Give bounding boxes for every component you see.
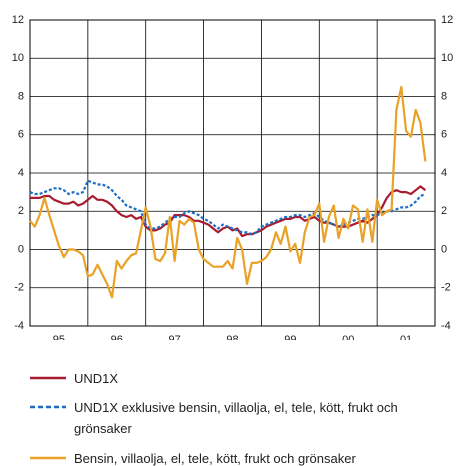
- y-tick-label: 12: [12, 14, 24, 26]
- legend-item: UND1X: [30, 368, 430, 389]
- legend-item: UND1X exklusive bensin, villaolja, el, t…: [30, 397, 430, 439]
- y2-tick-label: 8: [441, 90, 447, 102]
- x-tick-label: 97: [169, 334, 181, 340]
- legend-label: UND1X: [74, 371, 119, 386]
- legend-swatch: [30, 405, 66, 409]
- x-tick-label: 96: [111, 334, 123, 340]
- y2-tick-label: 4: [441, 167, 447, 179]
- y2-tick-label: 2: [441, 205, 447, 217]
- y2-tick-label: 6: [441, 129, 447, 141]
- y-tick-label: 0: [18, 243, 24, 255]
- x-tick-label: 01: [400, 334, 412, 340]
- y2-tick-label: 0: [441, 243, 447, 255]
- x-tick-label: 99: [284, 334, 296, 340]
- y2-tick-label: -4: [441, 320, 451, 332]
- y-tick-label: 4: [18, 167, 24, 179]
- legend-label: UND1X exklusive bensin, villaolja, el, t…: [74, 400, 398, 436]
- y-tick-label: -2: [14, 282, 24, 294]
- y2-tick-label: -2: [441, 282, 451, 294]
- x-tick-label: 00: [342, 334, 354, 340]
- legend-swatch: [30, 376, 66, 380]
- series-line: [29, 85, 427, 299]
- y-tick-label: -4: [14, 320, 24, 332]
- legend-label: Bensin, villaolja, el, tele, kött, frukt…: [74, 451, 356, 466]
- legend-swatch: [30, 456, 66, 460]
- y-tick-label: 2: [18, 205, 24, 217]
- y-tick-label: 8: [18, 90, 24, 102]
- plot-frame: [29, 19, 436, 327]
- x-tick-label: 95: [53, 334, 65, 340]
- legend-item: Bensin, villaolja, el, tele, kött, frukt…: [30, 448, 430, 466]
- y-tick-label: 6: [18, 129, 24, 141]
- y2-tick-label: 12: [441, 14, 453, 26]
- y-tick-label: 10: [12, 52, 24, 64]
- x-tick-label: 98: [226, 334, 238, 340]
- y2-tick-label: 10: [441, 52, 453, 64]
